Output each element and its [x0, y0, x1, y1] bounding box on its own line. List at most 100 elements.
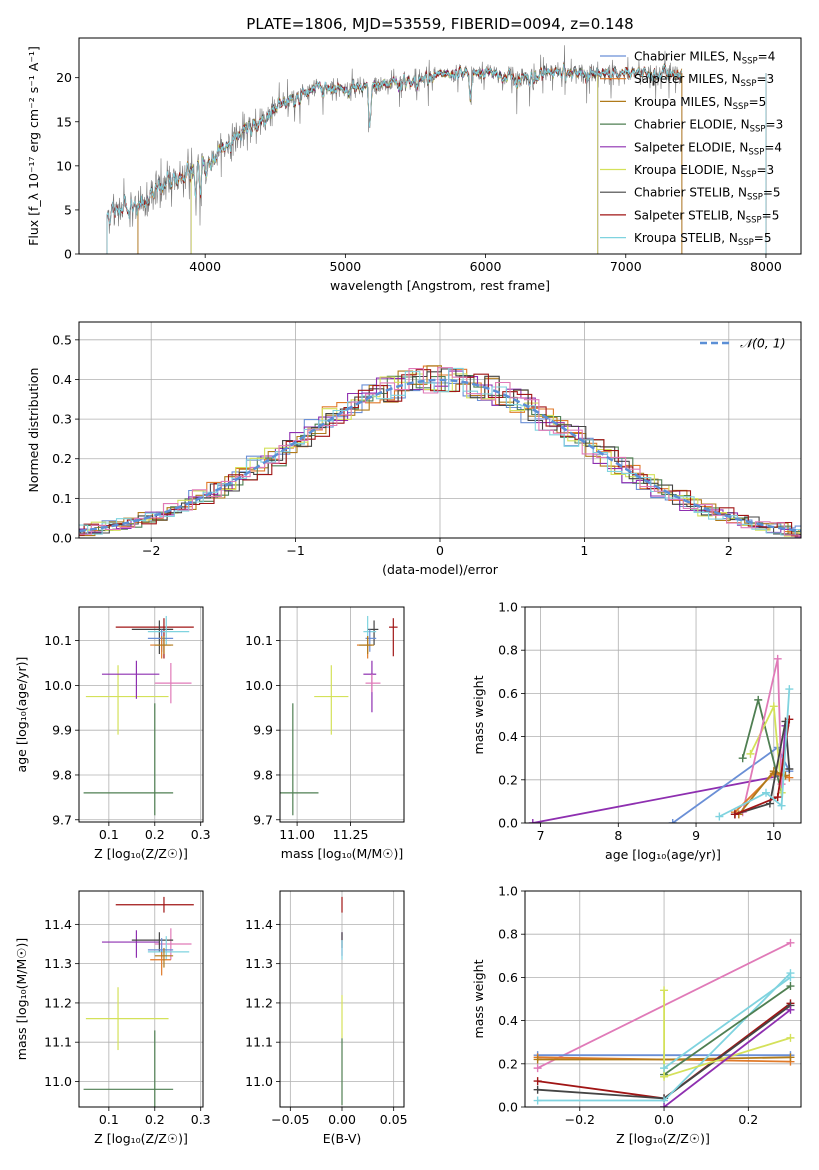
y-tick-label: 0.8 — [498, 643, 518, 658]
age_vs_Z-plot-area — [83, 615, 194, 816]
x-axis-label: (data-model)/error — [382, 562, 499, 577]
errorbar-point — [115, 896, 194, 913]
data-marker — [773, 793, 782, 802]
mass-weight-series — [663, 985, 792, 1076]
y-axis-label: Flux [f_λ 10⁻¹⁷ erg cm⁻² s⁻¹ A⁻¹] — [26, 46, 41, 246]
y-tick-label: 0.6 — [498, 686, 518, 701]
y-tick-label: 0.8 — [498, 927, 518, 942]
data-marker — [786, 1005, 795, 1014]
x-tick-label: 10 — [766, 828, 782, 843]
y-tick-label: 11.4 — [44, 917, 72, 932]
data-marker — [533, 1085, 542, 1094]
x-tick-label: −0.2 — [565, 1112, 595, 1127]
mass-weight-series — [663, 976, 792, 1069]
y-tick-label: 9.7 — [52, 812, 72, 827]
y-tick-label: 10.0 — [245, 678, 273, 693]
data-marker — [660, 986, 669, 995]
y-axis-label: Normed distribution — [26, 368, 41, 493]
data-marker — [660, 1064, 669, 1073]
x-tick-label: 8 — [614, 828, 622, 843]
x-axis-label: Z [log₁₀(Z/Z☉)] — [94, 1131, 188, 1146]
axes-frame — [78, 321, 802, 539]
axes-frame — [78, 890, 204, 1108]
data-marker — [777, 801, 786, 810]
y-tick-label: 0.0 — [498, 1100, 518, 1115]
data-marker — [738, 754, 747, 763]
y-tick-label: 9.8 — [52, 767, 72, 782]
spectrum-plot-area — [106, 45, 767, 254]
legend-entry: Chabrier ELODIE, NSSP=3 — [634, 118, 783, 135]
mass-weight-series — [734, 721, 791, 816]
model-spectrum-line — [106, 64, 683, 225]
errorbar-point — [147, 938, 174, 958]
y-tick-label: 1.0 — [498, 600, 518, 615]
model-spectrum-line — [106, 63, 683, 225]
y-tick-label: 0.5 — [52, 332, 72, 347]
legend-entry: Salpeter MILES, NSSP=3 — [634, 72, 774, 89]
errorbar-point — [147, 615, 190, 646]
x-tick-label: 6000 — [470, 259, 502, 274]
y-tick-label: 11.2 — [44, 995, 72, 1010]
gaussian-legend: 𝒩(0, 1) — [700, 336, 786, 351]
x-tick-label: 11.00 — [279, 827, 315, 842]
y-tick-label: 9.9 — [52, 723, 72, 738]
y-tick-label: 10.1 — [245, 633, 273, 648]
legend-entry: Kroupa MILES, NSSP=5 — [634, 95, 766, 112]
x-axis-label: wavelength [Angstrom, rest frame] — [330, 278, 550, 293]
x-tick-label: 1 — [580, 543, 588, 558]
x-tick-label: −0.05 — [271, 1112, 309, 1127]
weight_vs_age-axes: 7 8 9 10 0.0 0.2 0.4 0.6 0.8 1.0 age [log₁₀(age/yr… — [471, 600, 802, 862]
x-tick-label: 0.00 — [328, 1112, 356, 1127]
errorbar-point — [131, 620, 174, 655]
y-tick-label: 0 — [64, 247, 72, 262]
y-tick-label: 10 — [56, 158, 72, 173]
y-axis-label: age [log₁₀(age/yr)] — [14, 657, 29, 773]
y-tick-label: 9.9 — [253, 723, 273, 738]
mass-weight-series — [718, 689, 791, 818]
data-marker — [785, 765, 794, 773]
x-tick-label: 7000 — [610, 259, 642, 274]
x-axis-label: Z [log₁₀(Z/Z☉)] — [616, 1131, 710, 1146]
data-marker — [762, 788, 771, 797]
figure-title: PLATE=1806, MJD=53559, FIBERID=0094, z=0… — [246, 15, 633, 33]
x-tick-label: 7 — [537, 828, 545, 843]
y-tick-label: 11.0 — [44, 1074, 72, 1089]
errorbar-point — [363, 660, 377, 713]
axes-frame — [524, 606, 802, 824]
x-axis-label: Z [log₁₀(Z/Z☉)] — [94, 846, 188, 861]
x-tick-label: 0 — [436, 543, 444, 558]
x-tick-label: 0.2 — [145, 1112, 165, 1127]
errorbar-point — [150, 636, 171, 659]
data-marker — [786, 1053, 795, 1062]
data-marker — [754, 695, 763, 704]
data-marker — [786, 973, 795, 982]
errorbar-point — [85, 987, 169, 1051]
data-marker — [785, 685, 794, 694]
age_vs_Z-axes: 0.1 0.2 0.3 9.7 9.8 9.9 10.0 10.1 Z [log₁₀(Z/Z☉)… — [14, 606, 211, 861]
data-marker — [533, 1096, 542, 1105]
legend-entry: Kroupa STELIB, NSSP=5 — [634, 231, 772, 248]
y-tick-label: 0.2 — [52, 451, 72, 466]
y-axis-label: mass [log₁₀(M/M☉)] — [14, 938, 29, 1060]
legend-entry: Salpeter ELODIE, NSSP=4 — [634, 140, 782, 157]
y-tick-label: 11.0 — [245, 1074, 273, 1089]
weight_vs_Z-plot-area — [533, 938, 795, 1107]
legend-entry: Salpeter STELIB, NSSP=5 — [634, 208, 779, 225]
y-tick-label: 5 — [64, 202, 72, 217]
y-tick-label: 0.2 — [498, 772, 518, 787]
data-marker — [528, 819, 537, 823]
x-tick-label: 0.2 — [145, 827, 165, 842]
errorbar-point — [154, 662, 192, 704]
y-tick-label: 11.4 — [245, 917, 273, 932]
mass-weight-series — [663, 1009, 792, 1107]
x-tick-label: 9 — [692, 828, 700, 843]
legend-entry: Chabrier STELIB, NSSP=5 — [634, 186, 781, 203]
y-tick-label: 0.1 — [52, 491, 72, 506]
data-marker — [769, 702, 778, 711]
age_vs_mass-axes: 11.00 11.25 9.7 9.8 9.9 10.0 10.1 mass [log₁₀(M… — [245, 606, 405, 861]
spectrum-legend: Chabrier MILES, NSSP=4 Salpeter MILES, NS… — [600, 50, 783, 248]
legend-entry: Chabrier MILES, NSSP=4 — [634, 50, 775, 67]
data-marker — [746, 749, 755, 758]
data-marker — [786, 938, 795, 947]
